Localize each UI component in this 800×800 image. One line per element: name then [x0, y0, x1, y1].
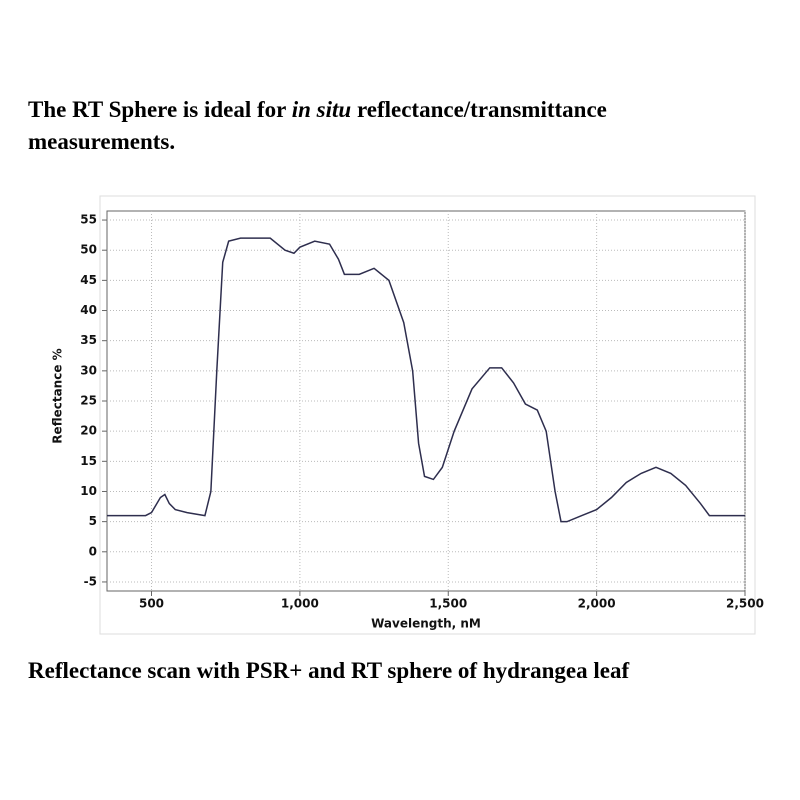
y-tick-label: 50	[80, 243, 97, 257]
caption: Reflectance scan with PSR+ and RT sphere…	[28, 658, 630, 683]
x-tick-label: 1,000	[281, 597, 319, 611]
y-tick-label: 35	[80, 333, 97, 347]
y-tick-label: 55	[80, 213, 97, 227]
y-tick-label: 30	[80, 363, 97, 377]
y-tick-label: -5	[84, 574, 97, 588]
x-tick-label: 2,000	[578, 597, 616, 611]
heading-text: reflectance/transmittance measurements.	[28, 97, 607, 154]
x-axis-label: Wavelength, nM	[371, 617, 481, 631]
y-tick-label: 40	[80, 303, 97, 317]
x-tick-label: 2,500	[726, 597, 764, 611]
y-tick-label: 10	[80, 484, 97, 498]
data-line	[107, 237, 745, 523]
x-tick-label: 500	[139, 597, 164, 611]
heading-text: The RT Sphere is ideal for	[28, 97, 292, 122]
y-tick-label: 45	[80, 273, 97, 287]
y-axis-label: Reflectance %	[51, 348, 65, 443]
x-tick-label: 1,500	[429, 597, 467, 611]
y-tick-label: 5	[89, 514, 97, 528]
chart-frame	[99, 195, 756, 635]
y-tick-label: 25	[80, 394, 97, 408]
heading: The RT Sphere is ideal for in situ refle…	[28, 94, 728, 158]
y-tick-label: 20	[80, 424, 97, 438]
y-tick-label: 15	[80, 454, 97, 468]
y-tick-label: 0	[89, 544, 97, 558]
heading-italic: in situ	[291, 97, 352, 122]
